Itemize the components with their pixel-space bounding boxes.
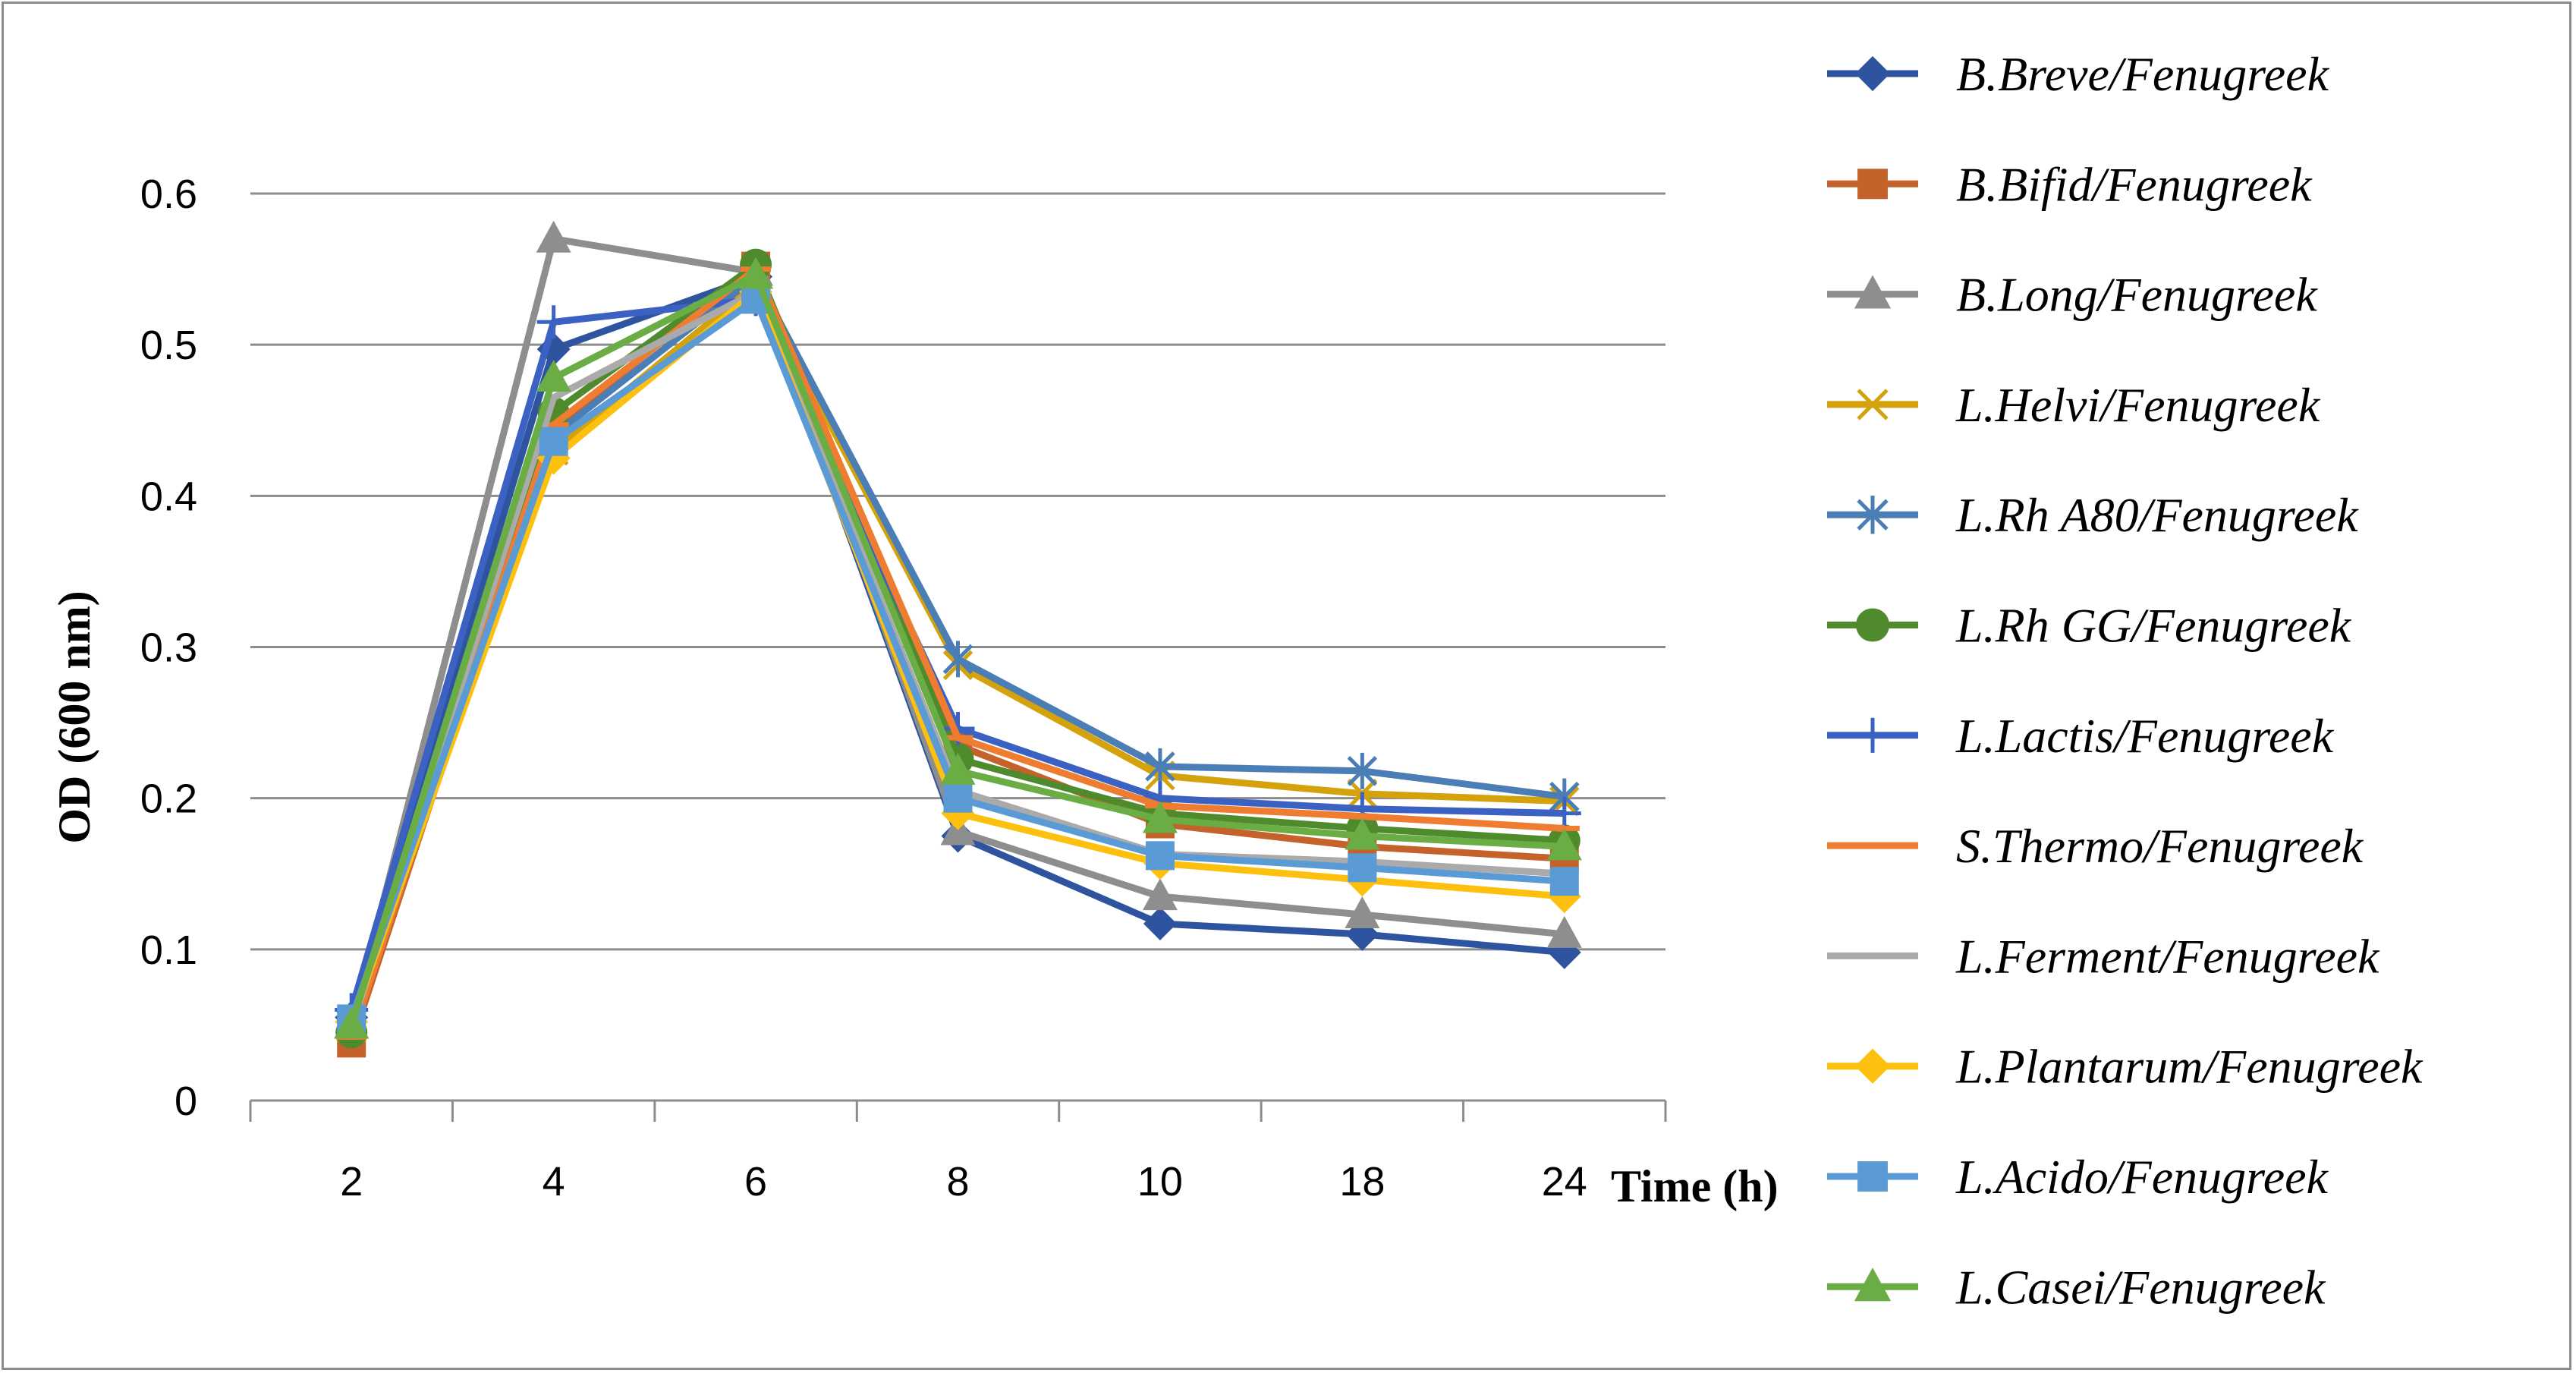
data-point	[1145, 841, 1175, 871]
x-tick-label: 8	[946, 1159, 969, 1205]
y-axis-title: OD (600 nm)	[49, 590, 99, 843]
x-axis-title: Time (h)	[1611, 1161, 1779, 1211]
data-point	[942, 641, 973, 678]
x-tick-label: 6	[744, 1159, 767, 1205]
y-tick-label: 0.2	[140, 776, 197, 822]
data-point	[1345, 896, 1380, 929]
legend-label: S.Thermo/Fenugreek	[1956, 819, 2364, 873]
x-tick-label: 4	[543, 1159, 565, 1205]
series-line	[348, 235, 1565, 1026]
marker-stroke	[1857, 389, 1889, 420]
legend-item[interactable]: L.Plantarum/Fenugreek	[1827, 1040, 2423, 1094]
data-point	[334, 1006, 370, 1039]
legend-label: L.Rh GG/Fenugreek	[1955, 599, 2352, 653]
legend-item[interactable]: L.Acido/Fenugreek	[1827, 1150, 2329, 1204]
data-point	[1145, 748, 1175, 785]
legend-marker	[1855, 608, 1890, 642]
legend-label: L.Plantarum/Fenugreek	[1955, 1040, 2423, 1094]
legend-item[interactable]: B.Long/Fenugreek	[1827, 268, 2318, 322]
data-point	[940, 752, 976, 785]
data-point	[1348, 853, 1377, 883]
legend-marker	[1854, 717, 1891, 753]
data-point	[536, 220, 571, 253]
data-point	[1142, 801, 1178, 833]
data-point	[1347, 752, 1378, 789]
data-point	[1549, 867, 1579, 896]
legend-item[interactable]: L.Casei/Fenugreek	[1827, 1260, 2326, 1314]
data-point	[1546, 828, 1582, 861]
series-l-casei-fenugreek	[334, 257, 1582, 1039]
legend-label: B.Bifid/Fenugreek	[1956, 157, 2313, 211]
legend-label: L.Lactis/Fenugreek	[1955, 709, 2335, 763]
legend[interactable]: B.Breve/Fenugreek B.Bifid/Fenugreek B.Long…	[1827, 47, 2423, 1314]
legend-item[interactable]: L.Rh A80/Fenugreek	[1827, 488, 2359, 542]
legend-item[interactable]: L.Ferment/Fenugreek	[1827, 929, 2380, 983]
series-group	[334, 220, 1582, 1058]
y-tick-label: 0.6	[140, 172, 197, 217]
series-l-rh-a80-fenugreek	[336, 258, 1580, 1044]
x-tick-label: 2	[340, 1159, 363, 1205]
legend-marker	[1857, 1161, 1888, 1192]
legend-label: L.Ferment/Fenugreek	[1955, 929, 2380, 983]
legend-item[interactable]: L.Lactis/Fenugreek	[1827, 709, 2335, 763]
legend-label: B.Breve/Fenugreek	[1956, 47, 2330, 101]
data-point	[1345, 817, 1380, 850]
legend-marker	[1857, 389, 1889, 420]
y-tick-label: 0.5	[140, 323, 197, 368]
y-tick-label: 0	[175, 1079, 197, 1124]
legend-item[interactable]: L.Helvi/Fenugreek	[1827, 378, 2321, 432]
axes	[249, 1099, 1667, 1122]
legend-marker	[1854, 1048, 1891, 1084]
legend-label: L.Acido/Fenugreek	[1955, 1150, 2329, 1204]
legend-label: B.Long/Fenugreek	[1956, 268, 2318, 322]
data-point	[1143, 906, 1177, 940]
x-tick-label: 18	[1339, 1159, 1385, 1205]
series-b-long-fenugreek	[334, 220, 1582, 1039]
legend-item[interactable]: B.Breve/Fenugreek	[1827, 47, 2330, 101]
legend-marker	[1854, 55, 1891, 92]
y-tick-label: 0.1	[140, 927, 197, 973]
legend-marker	[1857, 168, 1888, 200]
legend-marker	[1854, 275, 1892, 309]
y-tick-labels: 0 0.1 0.2 0.3 0.4 0.5 0.6	[140, 172, 197, 1124]
legend-marker	[1854, 1268, 1892, 1302]
legend-item[interactable]: B.Bifid/Fenugreek	[1827, 157, 2313, 211]
legend-marker	[1857, 496, 1889, 534]
legend-item[interactable]: S.Thermo/Fenugreek	[1827, 819, 2364, 873]
x-tick-label: 24	[1542, 1159, 1587, 1205]
data-point	[738, 257, 774, 289]
y-tick-label: 0.4	[140, 474, 197, 519]
x-tick-labels: 2 4 6 8 10 18 24	[340, 1159, 1587, 1205]
legend-label: L.Casei/Fenugreek	[1955, 1260, 2326, 1314]
legend-label: L.Helvi/Fenugreek	[1955, 378, 2321, 432]
x-tick-label: 10	[1137, 1159, 1183, 1205]
data-point	[536, 305, 571, 339]
data-point	[1142, 878, 1178, 911]
data-point	[539, 427, 568, 456]
data-point	[536, 359, 571, 392]
legend-label: L.Rh A80/Fenugreek	[1955, 488, 2359, 542]
data-point	[1547, 796, 1581, 830]
legend-item[interactable]: L.Rh GG/Fenugreek	[1827, 599, 2352, 653]
data-point	[943, 783, 973, 813]
y-tick-label: 0.3	[140, 625, 197, 671]
data-point	[1546, 915, 1582, 948]
